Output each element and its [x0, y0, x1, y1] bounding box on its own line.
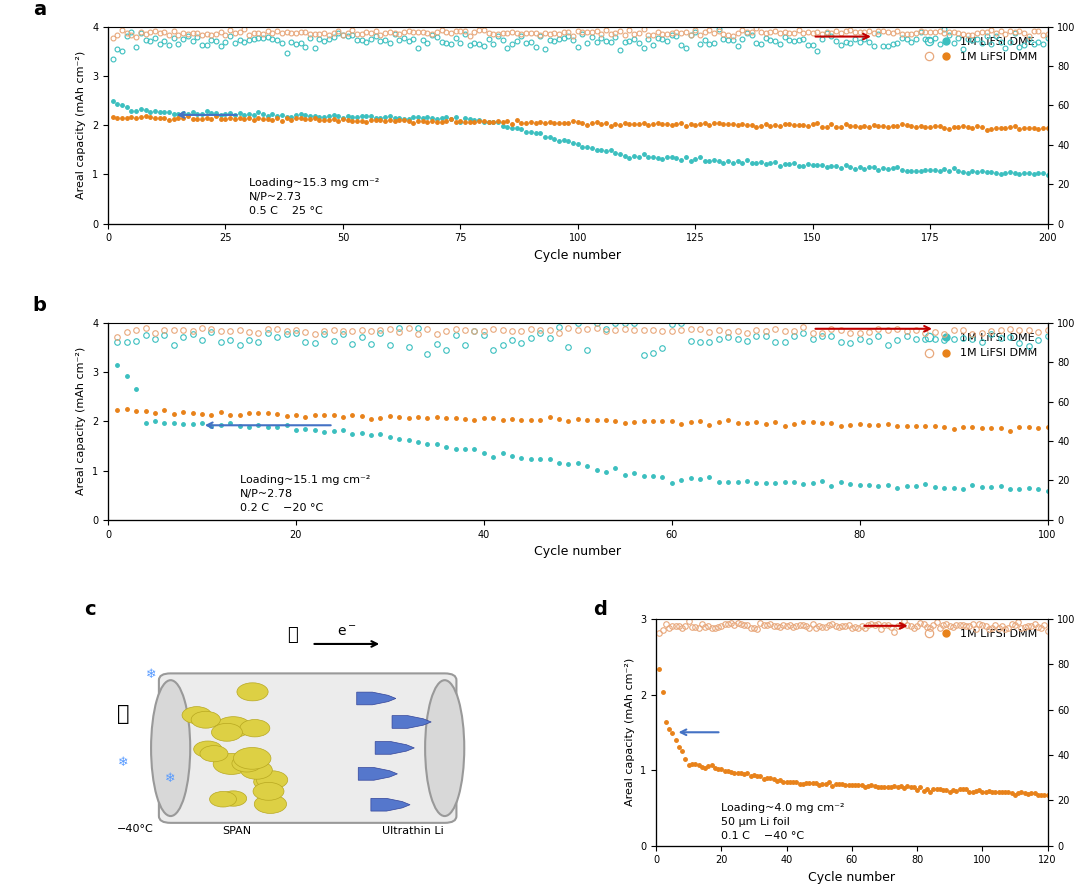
Text: c: c [84, 600, 96, 619]
Text: 🌡: 🌡 [118, 704, 130, 724]
Text: Loading~15.3 mg cm⁻²
N/P~2.73
0.5 C    25 °C: Loading~15.3 mg cm⁻² N/P~2.73 0.5 C 25 °… [248, 178, 379, 215]
Legend: 1M LiFSI DME, 1M LiFSI DMM: 1M LiFSI DME, 1M LiFSI DMM [919, 32, 1042, 67]
FancyBboxPatch shape [159, 674, 457, 823]
Text: ❄: ❄ [165, 773, 176, 785]
Polygon shape [370, 798, 410, 811]
Text: d: d [594, 600, 607, 619]
Circle shape [220, 791, 246, 806]
Legend: 1M LiFSI DMM: 1M LiFSI DMM [919, 625, 1042, 643]
Text: e$^-$: e$^-$ [337, 625, 356, 639]
Text: ❄: ❄ [146, 668, 157, 681]
Circle shape [241, 761, 272, 780]
Polygon shape [356, 692, 396, 705]
Circle shape [254, 795, 286, 813]
Legend: 1M LiFSI DME, 1M LiFSI DMM: 1M LiFSI DME, 1M LiFSI DMM [919, 328, 1042, 363]
Text: a: a [32, 0, 46, 19]
Text: −40°C: −40°C [117, 824, 153, 834]
Circle shape [240, 719, 270, 737]
Polygon shape [392, 716, 431, 728]
Polygon shape [359, 767, 397, 781]
Text: b: b [32, 296, 46, 315]
X-axis label: Cycle number: Cycle number [535, 249, 621, 262]
Ellipse shape [426, 680, 464, 816]
Circle shape [200, 746, 228, 762]
Circle shape [256, 771, 287, 789]
Y-axis label: Areal capacity (mAh cm⁻²): Areal capacity (mAh cm⁻²) [624, 658, 635, 806]
X-axis label: Cycle number: Cycle number [808, 870, 895, 884]
Text: Ultrathin Li: Ultrathin Li [382, 826, 444, 837]
Circle shape [232, 755, 261, 772]
Circle shape [215, 716, 252, 737]
Text: 💡: 💡 [286, 626, 297, 643]
Circle shape [210, 791, 237, 807]
Circle shape [191, 711, 220, 728]
Text: ❄: ❄ [119, 756, 129, 769]
Text: Loading~15.1 mg cm⁻²
N/P~2.78
0.2 C    −20 °C: Loading~15.1 mg cm⁻² N/P~2.78 0.2 C −20 … [240, 475, 370, 514]
Y-axis label: Areal capacity (mAh cm⁻²): Areal capacity (mAh cm⁻²) [77, 347, 86, 496]
Circle shape [213, 754, 249, 774]
Circle shape [233, 748, 271, 769]
X-axis label: Cycle number: Cycle number [535, 545, 621, 558]
Circle shape [237, 683, 268, 700]
Circle shape [183, 707, 212, 724]
Y-axis label: Areal capacity (mAh cm⁻²): Areal capacity (mAh cm⁻²) [77, 51, 86, 199]
Circle shape [193, 741, 222, 757]
Polygon shape [375, 741, 415, 754]
Circle shape [253, 782, 284, 800]
Text: SPAN: SPAN [222, 826, 252, 837]
Ellipse shape [151, 680, 190, 816]
Text: Loading~4.0 mg cm⁻²
50 μm Li foil
0.1 C    −40 °C: Loading~4.0 mg cm⁻² 50 μm Li foil 0.1 C … [721, 803, 845, 841]
Circle shape [212, 724, 242, 741]
Circle shape [254, 773, 283, 790]
